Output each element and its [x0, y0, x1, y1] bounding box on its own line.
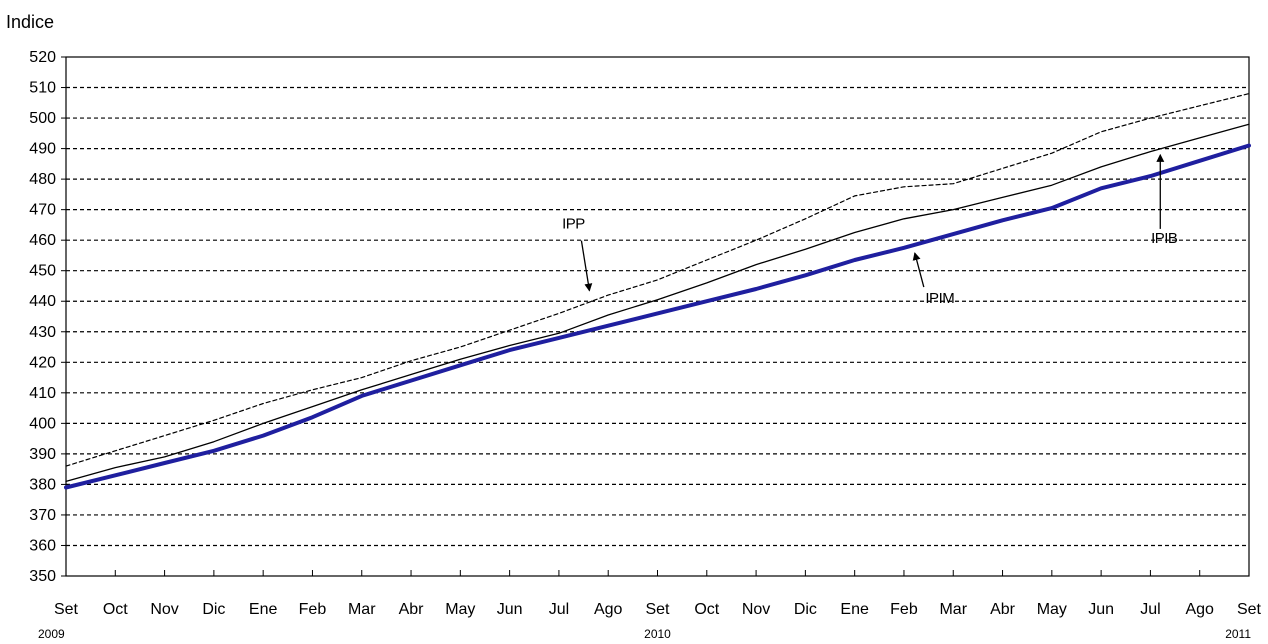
x-tick-label: Nov — [150, 601, 178, 618]
x-tick-label: Nov — [742, 601, 770, 618]
series — [64, 92, 1251, 490]
plot-frame — [65, 56, 1250, 577]
x-tick-label: Ene — [840, 601, 869, 618]
x-tick-label: Jul — [1140, 601, 1160, 618]
x-tick-label: Abr — [990, 601, 1016, 618]
x-tick-label: Abr — [399, 601, 425, 618]
x-tick-label: Dic — [794, 601, 817, 618]
x-tick-label: Ene — [249, 601, 278, 618]
y-tick-label: 480 — [29, 171, 56, 188]
annotation-arrow — [912, 252, 925, 288]
year-label: 2011 — [1225, 627, 1251, 641]
x-tick-label: Oct — [103, 601, 128, 618]
y-tick-label: 510 — [29, 80, 56, 97]
x-tick-label: Feb — [890, 601, 918, 618]
y-tick-label: 380 — [29, 476, 56, 493]
y-tick-label: 520 — [29, 49, 56, 66]
x-tick-label: Oct — [694, 601, 719, 618]
year-label: 2010 — [644, 627, 671, 641]
gridlines — [66, 86, 1249, 547]
annotation-label: IPIM — [925, 290, 954, 307]
x-tick-label: Dic — [202, 601, 225, 618]
y-tick-label: 450 — [29, 263, 56, 280]
x-tick-label: Jul — [549, 601, 569, 618]
series-line-ipib — [65, 123, 1250, 483]
x-tick-label: Feb — [299, 601, 327, 618]
x-tick-label: Ago — [1185, 601, 1214, 618]
y-tick-label: 350 — [29, 568, 56, 585]
y-tick-label: 400 — [29, 415, 56, 432]
y-tick-label: 370 — [29, 507, 56, 524]
x-tick-label: Set — [1237, 601, 1262, 618]
x-tick-label: May — [445, 601, 475, 618]
x-tick-label: Set — [54, 601, 79, 618]
x-tick-label: May — [1037, 601, 1067, 618]
x-tick-label: Ago — [594, 601, 623, 618]
y-tick-label: 490 — [29, 141, 56, 158]
axes: 350 360 370 380 390 400 410 420 430 440 450 460 470 4… — [29, 49, 1261, 641]
year-label: 2009 — [38, 627, 65, 641]
x-tick-label: Mar — [939, 601, 967, 618]
y-tick-label: 500 — [29, 110, 56, 127]
x-tick-label: Mar — [348, 601, 376, 618]
annotation-arrow — [580, 240, 593, 292]
y-tick-label: 360 — [29, 537, 56, 554]
series-line-ipp — [65, 92, 1250, 467]
y-tick-label: 420 — [29, 354, 56, 371]
y-tick-label: 410 — [29, 385, 56, 402]
y-tick-label: 460 — [29, 232, 56, 249]
annotations: IPP IPIM IPIB — [562, 153, 1178, 307]
y-axis-title: Indice — [6, 12, 54, 32]
y-tick-label: 390 — [29, 446, 56, 463]
series-line-ipim — [64, 143, 1251, 490]
y-tick-label: 470 — [29, 202, 56, 219]
y-tick-label: 430 — [29, 324, 56, 341]
y-tick-label: 440 — [29, 293, 56, 310]
annotation-label: IPIB — [1151, 230, 1178, 247]
x-tick-label: Set — [645, 601, 670, 618]
x-tick-label: Jun — [497, 601, 523, 618]
x-tick-label: Jun — [1088, 601, 1114, 618]
annotation-label: IPP — [562, 216, 585, 233]
